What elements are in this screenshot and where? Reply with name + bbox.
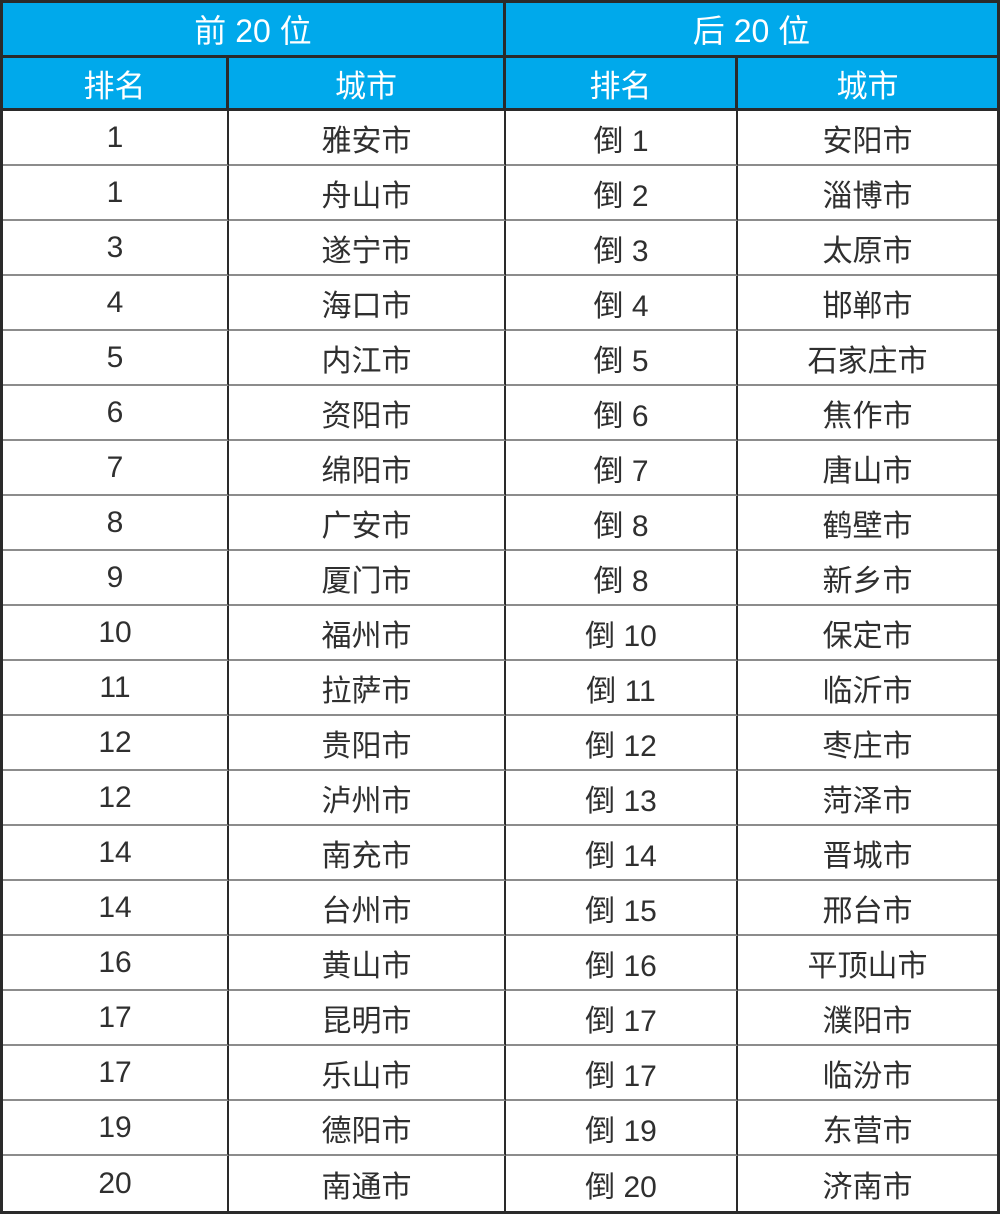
rank-cell-left: 17 (3, 991, 229, 1046)
city-cell-right: 济南市 (738, 1156, 997, 1211)
rank-cell-left: 3 (3, 221, 229, 276)
city-cell-left: 舟山市 (229, 166, 506, 221)
rank-cell-right: 倒 6 (506, 386, 738, 441)
column-header-rank-left: 排名 (3, 58, 229, 111)
rank-cell-left: 1 (3, 166, 229, 221)
city-cell-right: 安阳市 (738, 111, 997, 166)
city-cell-right: 菏泽市 (738, 771, 997, 826)
rank-cell-right: 倒 15 (506, 881, 738, 936)
city-cell-left: 遂宁市 (229, 221, 506, 276)
city-cell-left: 雅安市 (229, 111, 506, 166)
city-cell-left: 黄山市 (229, 936, 506, 991)
rank-cell-left: 17 (3, 1046, 229, 1101)
rank-cell-left: 19 (3, 1101, 229, 1156)
city-cell-right: 临沂市 (738, 661, 997, 716)
rank-cell-left: 16 (3, 936, 229, 991)
rank-cell-right: 倒 8 (506, 496, 738, 551)
rank-cell-left: 14 (3, 826, 229, 881)
rank-cell-right: 倒 1 (506, 111, 738, 166)
city-cell-right: 焦作市 (738, 386, 997, 441)
rank-cell-left: 7 (3, 441, 229, 496)
rank-cell-right: 倒 7 (506, 441, 738, 496)
rank-cell-left: 8 (3, 496, 229, 551)
rank-cell-right: 倒 17 (506, 991, 738, 1046)
rank-cell-right: 倒 20 (506, 1156, 738, 1211)
city-cell-right: 东营市 (738, 1101, 997, 1156)
rank-cell-right: 倒 2 (506, 166, 738, 221)
rank-cell-left: 9 (3, 551, 229, 606)
rank-cell-right: 倒 16 (506, 936, 738, 991)
rank-cell-right: 倒 14 (506, 826, 738, 881)
rank-cell-left: 6 (3, 386, 229, 441)
city-cell-left: 拉萨市 (229, 661, 506, 716)
group-header-top20: 前 20 位 (3, 3, 506, 58)
rank-cell-right: 倒 12 (506, 716, 738, 771)
rank-cell-right: 倒 3 (506, 221, 738, 276)
city-cell-right: 濮阳市 (738, 991, 997, 1046)
column-header-city-right: 城市 (738, 58, 997, 111)
city-cell-left: 广安市 (229, 496, 506, 551)
city-cell-left: 海口市 (229, 276, 506, 331)
city-cell-right: 新乡市 (738, 551, 997, 606)
rank-cell-left: 14 (3, 881, 229, 936)
rank-cell-right: 倒 13 (506, 771, 738, 826)
city-cell-right: 临汾市 (738, 1046, 997, 1101)
city-cell-left: 厦门市 (229, 551, 506, 606)
city-cell-right: 太原市 (738, 221, 997, 276)
rank-cell-left: 10 (3, 606, 229, 661)
city-cell-left: 南充市 (229, 826, 506, 881)
city-cell-left: 福州市 (229, 606, 506, 661)
city-cell-left: 内江市 (229, 331, 506, 386)
rank-cell-right: 倒 5 (506, 331, 738, 386)
group-header-bottom20: 后 20 位 (506, 3, 997, 58)
city-cell-left: 泸州市 (229, 771, 506, 826)
city-cell-right: 平顶山市 (738, 936, 997, 991)
city-cell-right: 枣庄市 (738, 716, 997, 771)
city-cell-right: 邢台市 (738, 881, 997, 936)
rank-cell-left: 20 (3, 1156, 229, 1211)
city-cell-right: 鹤壁市 (738, 496, 997, 551)
city-cell-left: 贵阳市 (229, 716, 506, 771)
rank-cell-right: 倒 4 (506, 276, 738, 331)
rank-cell-left: 4 (3, 276, 229, 331)
rank-cell-left: 12 (3, 771, 229, 826)
city-cell-left: 昆明市 (229, 991, 506, 1046)
column-header-rank-right: 排名 (506, 58, 738, 111)
rank-cell-left: 1 (3, 111, 229, 166)
city-cell-left: 南通市 (229, 1156, 506, 1211)
column-header-city-left: 城市 (229, 58, 506, 111)
rank-cell-left: 12 (3, 716, 229, 771)
city-cell-left: 资阳市 (229, 386, 506, 441)
city-cell-right: 晋城市 (738, 826, 997, 881)
rank-cell-right: 倒 17 (506, 1046, 738, 1101)
city-cell-right: 保定市 (738, 606, 997, 661)
rank-cell-right: 倒 10 (506, 606, 738, 661)
rank-cell-right: 倒 8 (506, 551, 738, 606)
city-cell-right: 石家庄市 (738, 331, 997, 386)
city-cell-left: 德阳市 (229, 1101, 506, 1156)
rank-cell-right: 倒 11 (506, 661, 738, 716)
rank-cell-right: 倒 19 (506, 1101, 738, 1156)
rank-cell-left: 5 (3, 331, 229, 386)
city-cell-left: 乐山市 (229, 1046, 506, 1101)
city-cell-right: 唐山市 (738, 441, 997, 496)
city-cell-left: 台州市 (229, 881, 506, 936)
city-cell-left: 绵阳市 (229, 441, 506, 496)
rank-cell-left: 11 (3, 661, 229, 716)
city-cell-right: 淄博市 (738, 166, 997, 221)
city-cell-right: 邯郸市 (738, 276, 997, 331)
